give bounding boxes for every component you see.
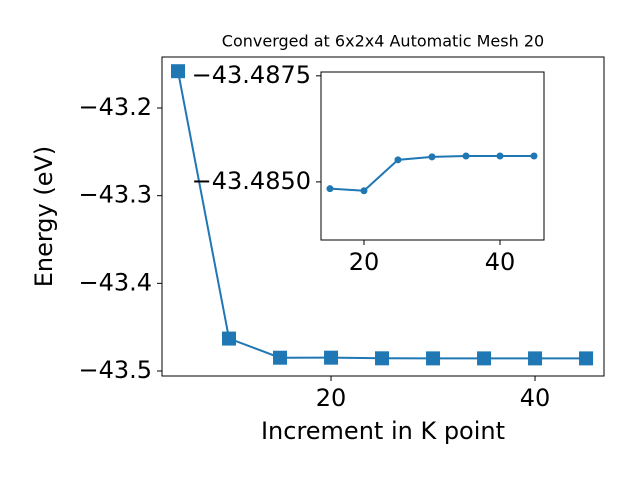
x-tick-label: 40 xyxy=(485,248,516,276)
point xyxy=(530,152,538,160)
point xyxy=(426,351,441,366)
y-tick-label: −43.3 xyxy=(78,181,152,209)
point xyxy=(394,156,402,164)
point xyxy=(428,153,436,161)
y-tick-label: −43.5 xyxy=(78,356,152,384)
point xyxy=(273,350,288,365)
y-tick-label: −43.4 xyxy=(78,268,152,296)
point xyxy=(360,187,368,195)
y-tick-label: −43.4875 xyxy=(192,61,311,89)
x-axis-label: Increment in K point xyxy=(261,417,505,445)
point xyxy=(528,351,543,366)
point xyxy=(579,351,594,366)
point xyxy=(326,185,334,193)
point xyxy=(324,350,339,365)
plot-frame xyxy=(320,71,545,241)
y-tick-label: −43.4850 xyxy=(192,167,311,195)
point xyxy=(477,351,492,366)
point xyxy=(222,331,237,346)
point xyxy=(462,152,470,160)
point xyxy=(171,64,186,79)
x-tick-label: 40 xyxy=(520,384,551,412)
point xyxy=(496,152,504,160)
y-axis-label: Energy (eV) xyxy=(30,146,58,288)
x-tick-label: 20 xyxy=(349,248,380,276)
x-tick-label: 20 xyxy=(316,384,347,412)
point xyxy=(375,351,390,366)
plot-frame xyxy=(161,56,605,377)
y-tick-label: −43.2 xyxy=(78,93,152,121)
chart-title: Converged at 6x2x4 Automatic Mesh 20 xyxy=(222,32,544,51)
